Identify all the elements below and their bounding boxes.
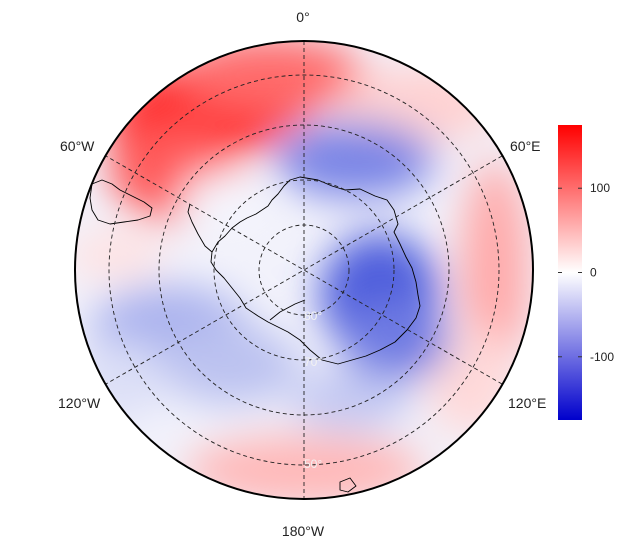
anomaly-field: [75, 41, 533, 499]
latitude-circle-50: [108, 74, 500, 466]
lon-label-60e: 60°E: [510, 138, 541, 154]
ross-ice-shelf-edge: [269, 299, 306, 321]
lon-label-180: 180°W: [282, 523, 325, 539]
colorbar-ticks: 100 0 -100: [558, 181, 614, 364]
lon-label-120e: 120°E: [508, 395, 546, 411]
colorbar-tick-label: 100: [590, 181, 610, 195]
colorbar: 100 0 -100: [558, 125, 614, 420]
island-outline: [339, 477, 357, 493]
lat-label-70: 70°: [304, 355, 322, 369]
lat-label-80: 80°: [304, 309, 322, 323]
meridian-60e-120w: [105, 155, 503, 385]
colorbar-tick-label: -100: [590, 350, 614, 364]
graticule: [105, 41, 503, 499]
map-border: [74, 40, 534, 500]
lon-label-0: 0°: [296, 9, 309, 25]
lon-label-60w: 60°W: [60, 138, 95, 154]
meridian-120e-60w: [105, 155, 503, 385]
lat-label-50: 50°: [304, 457, 322, 471]
south-america-coastline: [89, 179, 153, 225]
antarctica-coastline: [210, 176, 421, 365]
lon-label-120w: 120°W: [58, 395, 101, 411]
coastlines: [89, 176, 421, 493]
peninsula-coastline: [187, 203, 213, 253]
colorbar-tick-label: 0: [590, 266, 597, 280]
